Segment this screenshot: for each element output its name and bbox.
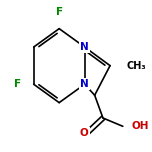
Text: N: N <box>80 42 89 52</box>
Text: O: O <box>80 128 89 138</box>
Text: F: F <box>56 7 63 17</box>
Text: F: F <box>14 79 21 89</box>
Text: CH₃: CH₃ <box>126 61 146 71</box>
Text: OH: OH <box>131 121 149 131</box>
Text: N: N <box>80 79 89 89</box>
